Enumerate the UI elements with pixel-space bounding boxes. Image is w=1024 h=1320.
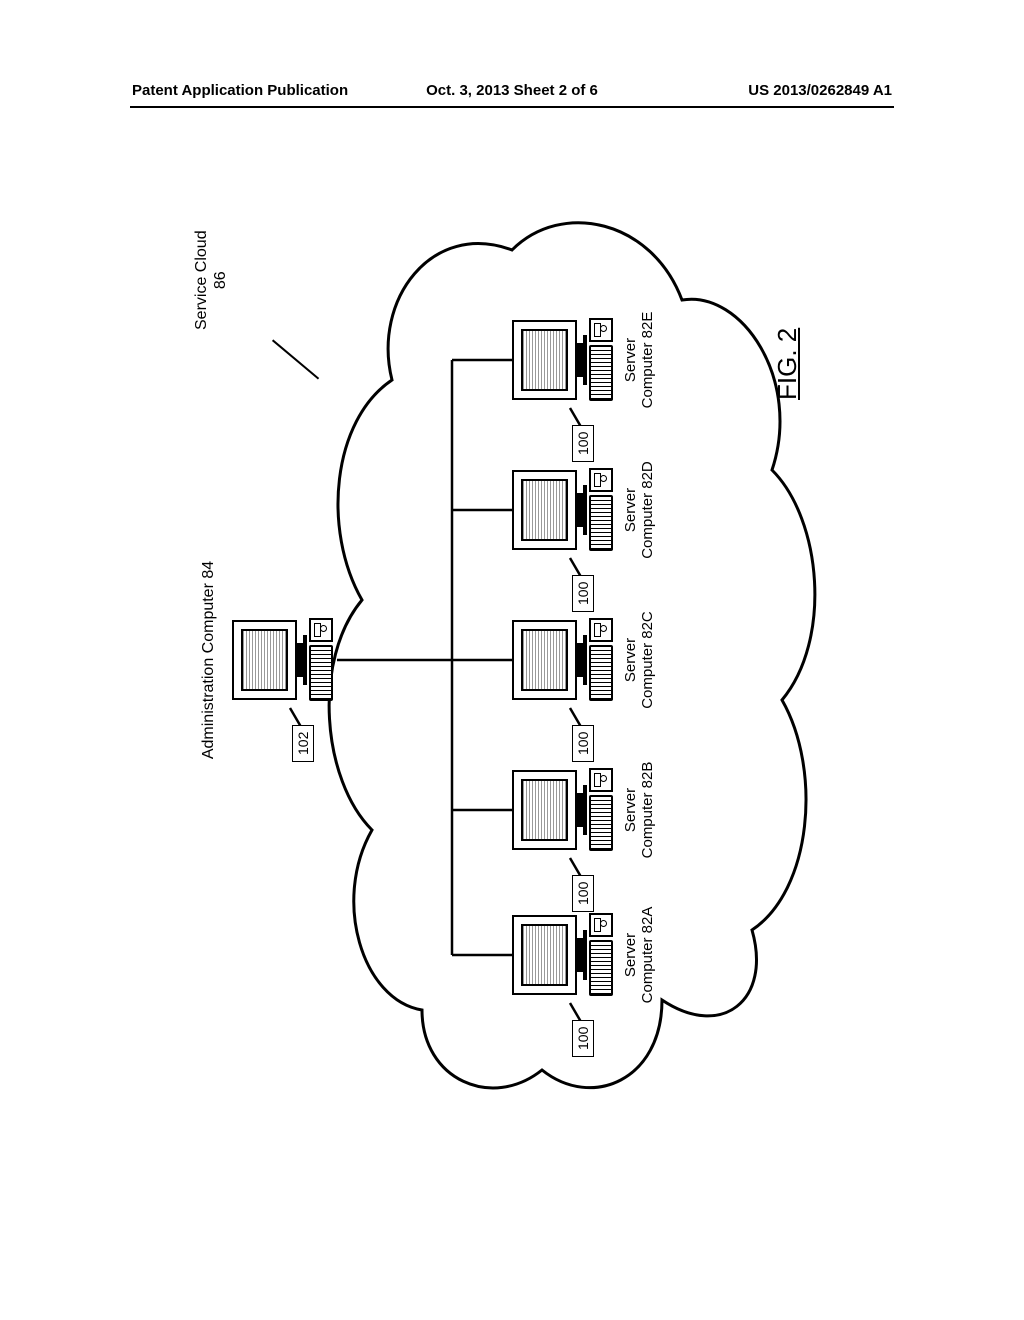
header-left-text: Patent Application Publication	[132, 82, 348, 99]
server-a-icon	[512, 900, 613, 1010]
server-a-callout: 100	[572, 1020, 594, 1057]
figure-label: FIG. 2	[772, 328, 803, 400]
server-e-label: Server Computer 82E	[622, 290, 657, 430]
server-e-icon	[512, 305, 613, 415]
server-d-icon	[512, 455, 613, 565]
header-center-text: Oct. 3, 2013 Sheet 2 of 6	[426, 82, 598, 99]
server-b-callout: 100	[572, 875, 594, 912]
server-b-icon	[512, 755, 613, 865]
header-rule	[130, 106, 894, 108]
service-cloud-label: Service Cloud 86	[192, 230, 230, 330]
header-right-text: US 2013/0262849 A1	[748, 82, 892, 99]
figure-2-diagram: Service Cloud 86	[132, 160, 892, 1160]
server-c-icon	[512, 605, 613, 715]
admin-callout: 102	[292, 725, 314, 762]
cloud-label-line2: 86	[211, 230, 230, 330]
server-a-label: Server Computer 82A	[622, 885, 657, 1025]
server-e-callout: 100	[572, 425, 594, 462]
server-c-callout: 100	[572, 725, 594, 762]
cloud-label-line1: Service Cloud	[192, 230, 211, 330]
admin-computer-icon	[232, 605, 333, 715]
admin-computer-label: Administration Computer 84	[200, 540, 218, 780]
server-d-callout: 100	[572, 575, 594, 612]
server-d-label: Server Computer 82D	[622, 440, 657, 580]
server-c-label: Server Computer 82C	[622, 590, 657, 730]
page: Patent Application Publication Oct. 3, 2…	[0, 0, 1024, 1320]
page-header: Patent Application Publication Oct. 3, 2…	[0, 82, 1024, 112]
server-b-label: Server Computer 82B	[622, 740, 657, 880]
